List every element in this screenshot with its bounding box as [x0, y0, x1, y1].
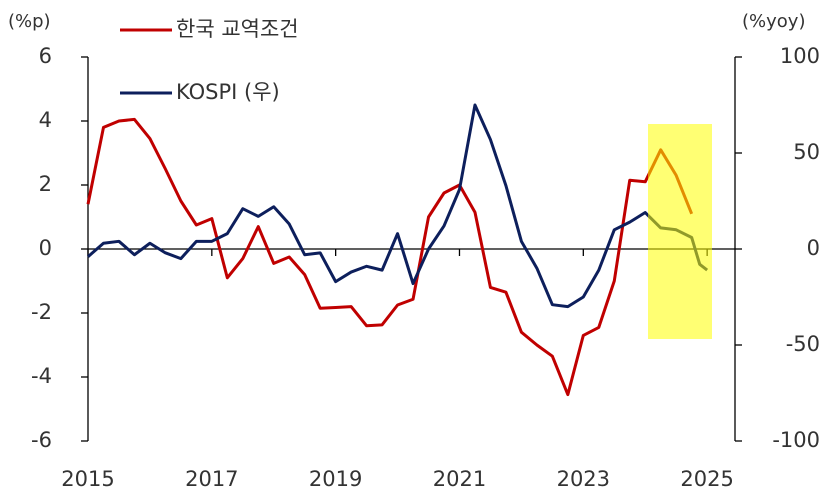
y2-tick-label: -50: [786, 332, 820, 356]
x-tick-label: 2019: [309, 467, 362, 491]
x-tick-label: 2025: [680, 467, 733, 491]
series-line: [87, 103, 709, 309]
y2-tick-label: 50: [793, 140, 820, 164]
y-tick-label: -4: [31, 364, 52, 388]
y2-tick-label: -100: [772, 428, 820, 452]
y-tick-label: 6: [39, 44, 52, 68]
legend-label: KOSPI (우): [176, 80, 280, 104]
highlight-box: [648, 124, 712, 339]
legend-label: 한국 교역조건: [176, 17, 299, 41]
x-tick-label: 2017: [185, 467, 238, 491]
y2-tick-label: 0: [807, 236, 820, 260]
y-tick-label: -6: [31, 428, 52, 452]
y-tick-label: 4: [39, 108, 52, 132]
y-tick-label: 2: [39, 172, 52, 196]
series-line: [86, 117, 694, 397]
y2-tick-label: 100: [780, 44, 820, 68]
y-tick-label: -2: [31, 300, 52, 324]
x-tick-label: 2021: [433, 467, 486, 491]
y-tick-label: 0: [39, 236, 52, 260]
y-axis-label: (%p): [8, 11, 51, 32]
x-tick-label: 2015: [61, 467, 114, 491]
x-tick-label: 2023: [557, 467, 610, 491]
y2-axis-label: (%yoy): [742, 11, 805, 32]
